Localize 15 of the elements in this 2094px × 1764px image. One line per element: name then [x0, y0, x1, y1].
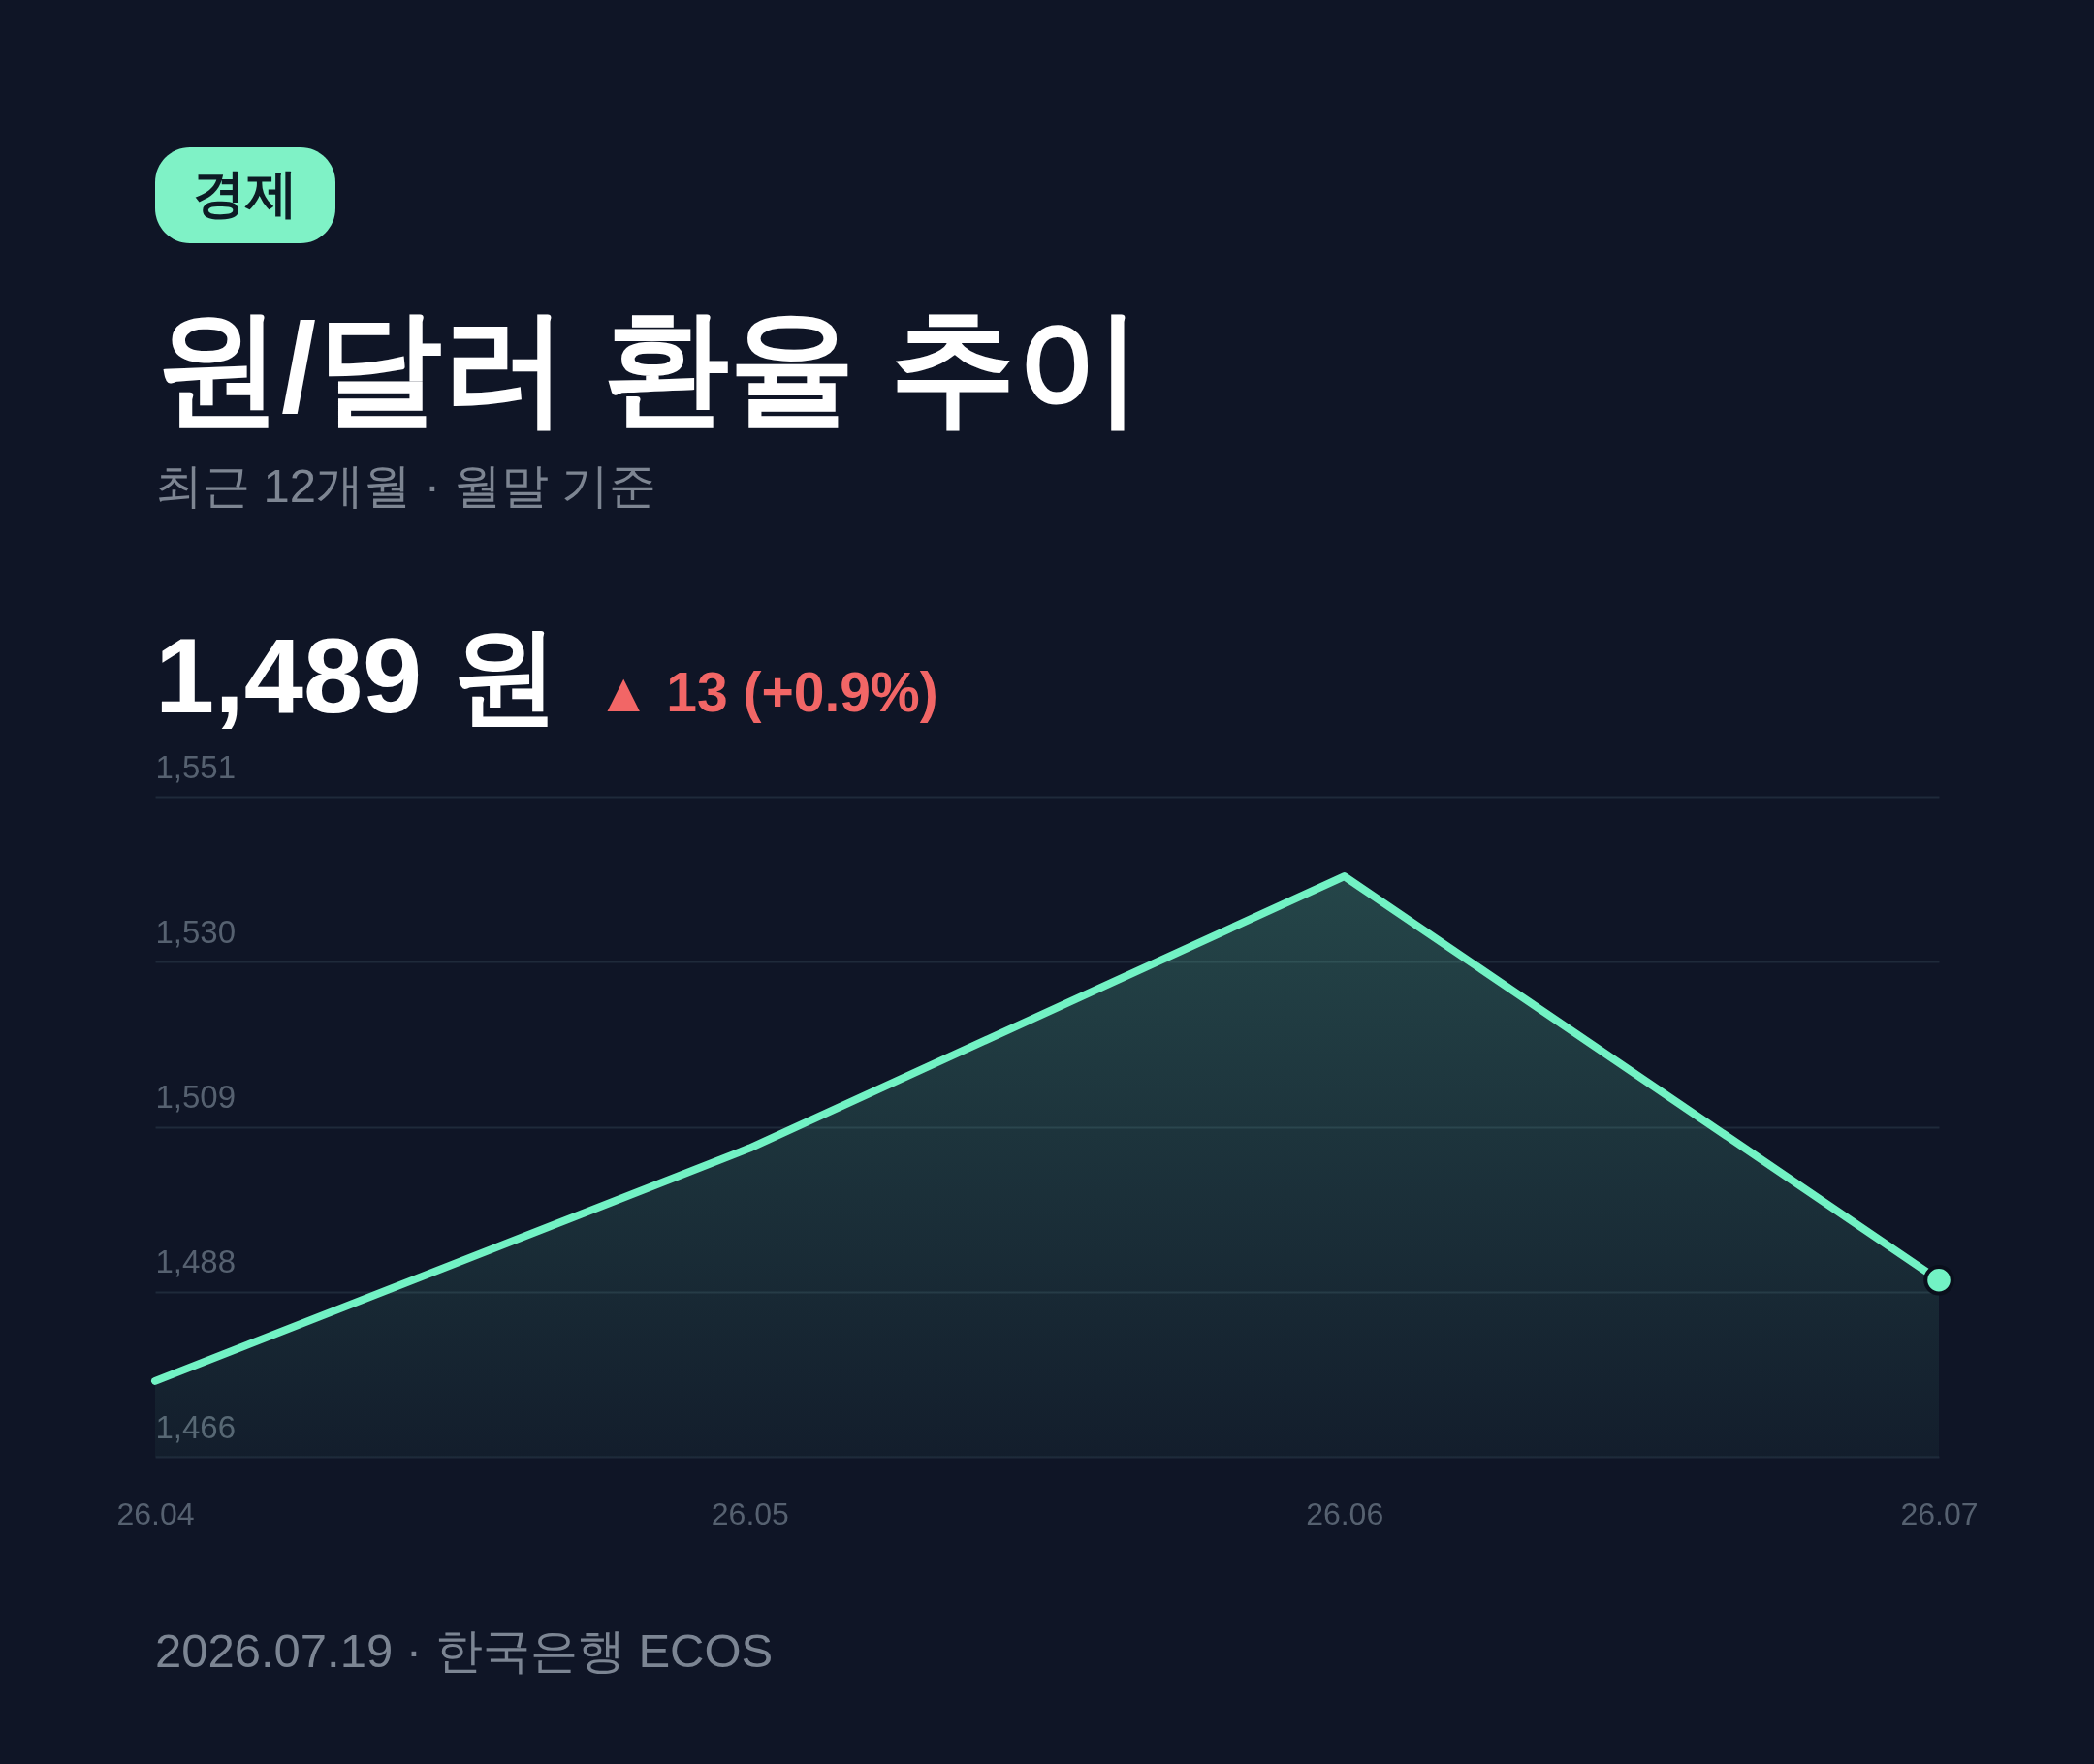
y-tick-label: 1,509	[155, 1079, 237, 1115]
x-tick-label: 26.07	[1900, 1496, 1979, 1531]
x-tick-label: 26.04	[116, 1496, 195, 1531]
y-tick-label: 1,488	[155, 1244, 237, 1280]
chart-title: 원/달러 환율 추이	[155, 297, 1143, 438]
x-tick-label: 26.05	[711, 1496, 789, 1531]
text: 경제	[193, 164, 298, 222]
x-tick-label: 26.06	[1306, 1496, 1384, 1531]
y-tick-label: 1,530	[155, 913, 237, 950]
text: 2026.07.19 · 한국은행 ECOS	[155, 1624, 774, 1677]
text: 1,489 원	[155, 615, 558, 735]
text: ▲ 13 (+0.9%)	[596, 661, 938, 723]
y-tick-label: 1,466	[155, 1408, 237, 1445]
chart-subtitle: 최근 12개월 · 월말 기준	[155, 459, 657, 512]
y-tick-label: 1,551	[155, 748, 237, 785]
